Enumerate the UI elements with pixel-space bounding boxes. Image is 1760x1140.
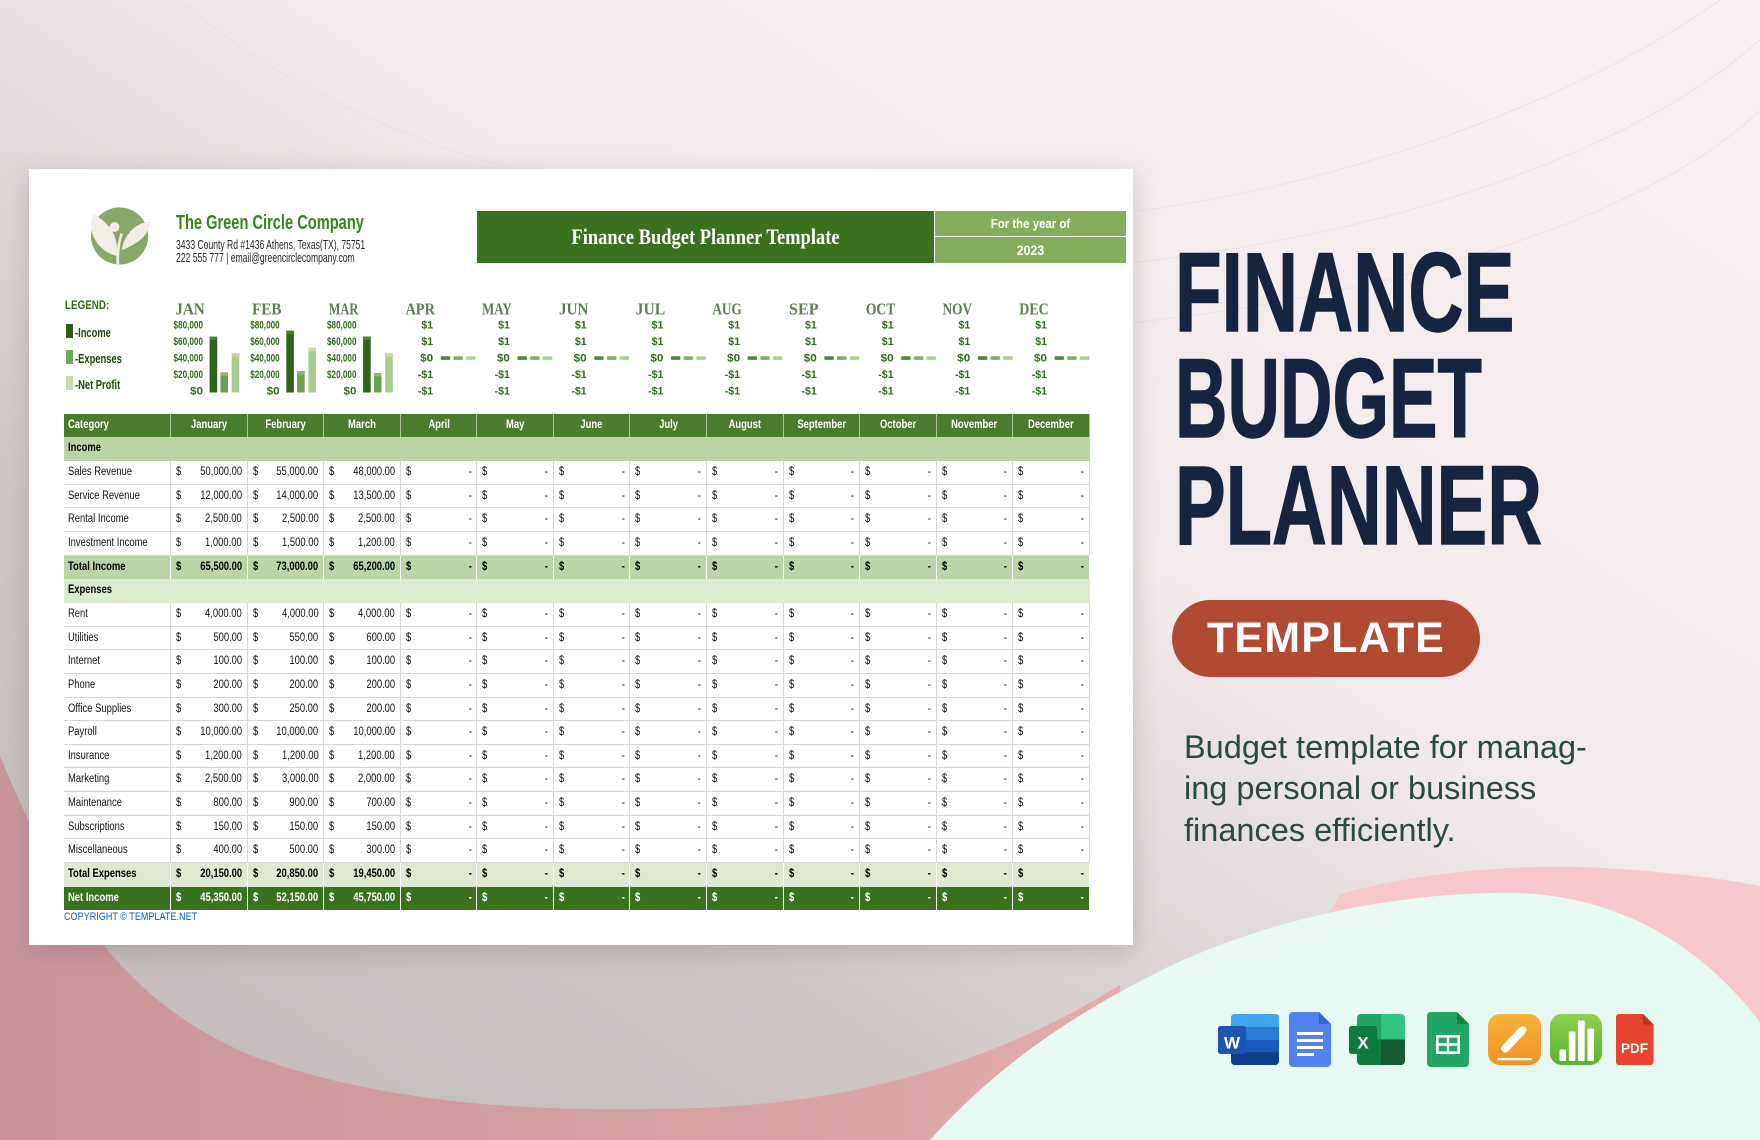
svg-text:-$1: -$1	[648, 386, 663, 398]
svg-text:AUG: AUG	[712, 299, 742, 318]
svg-text:JUN: JUN	[559, 299, 589, 318]
svg-text:$0: $0	[420, 353, 433, 365]
svg-text:-$1: -$1	[495, 369, 510, 381]
svg-text:-$1: -$1	[955, 386, 970, 398]
svg-text:$80,000: $80,000	[250, 320, 280, 332]
svg-text:$80,000: $80,000	[327, 320, 357, 332]
svg-text:$0: $0	[727, 353, 740, 365]
svg-text:$1: $1	[805, 336, 817, 348]
svg-text:$0: $0	[344, 386, 357, 398]
svg-text:SEP: SEP	[789, 299, 819, 318]
svg-text:-$1: -$1	[725, 386, 740, 398]
svg-text:$20,000: $20,000	[174, 369, 204, 381]
svg-text:$1: $1	[575, 336, 587, 348]
svg-text:-$1: -$1	[648, 369, 663, 381]
svg-text:W: W	[1224, 1034, 1241, 1053]
svg-text:$1: $1	[421, 336, 433, 348]
svg-text:$0: $0	[497, 353, 510, 365]
svg-text:$0: $0	[574, 353, 587, 365]
svg-text:FEB: FEB	[252, 299, 282, 318]
svg-text:-$1: -$1	[495, 386, 510, 398]
svg-text:-$1: -$1	[1032, 386, 1047, 398]
svg-text:OCT: OCT	[866, 299, 896, 318]
svg-text:$1: $1	[882, 336, 894, 348]
svg-text:-$1: -$1	[878, 386, 893, 398]
svg-text:-$1: -$1	[955, 369, 970, 381]
svg-text:JUL: JUL	[636, 299, 666, 318]
svg-text:$1: $1	[959, 320, 971, 332]
svg-text:$1: $1	[575, 320, 587, 332]
svg-text:$20,000: $20,000	[327, 369, 357, 381]
svg-text:$1: $1	[728, 336, 740, 348]
svg-text:$1: $1	[652, 320, 664, 332]
svg-text:$1: $1	[652, 336, 664, 348]
svg-text:$1: $1	[728, 320, 740, 332]
svg-text:-$1: -$1	[725, 369, 740, 381]
svg-text:-$1: -$1	[418, 386, 433, 398]
svg-text:$1: $1	[498, 320, 510, 332]
svg-text:$1: $1	[1035, 336, 1047, 348]
svg-text:$0: $0	[804, 353, 817, 365]
svg-text:NOV: NOV	[943, 299, 973, 318]
svg-text:$80,000: $80,000	[174, 320, 204, 332]
svg-text:-$1: -$1	[801, 369, 816, 381]
svg-text:$40,000: $40,000	[327, 353, 357, 365]
svg-text:$1: $1	[805, 320, 817, 332]
svg-text:$1: $1	[421, 320, 433, 332]
svg-text:$0: $0	[957, 353, 970, 365]
svg-text:$0: $0	[650, 353, 663, 365]
svg-text:$0: $0	[190, 386, 203, 398]
svg-text:$60,000: $60,000	[174, 336, 204, 348]
svg-text:$40,000: $40,000	[174, 353, 204, 365]
svg-text:PDF: PDF	[1621, 1041, 1648, 1056]
svg-text:-$1: -$1	[571, 369, 586, 381]
svg-text:$1: $1	[1035, 320, 1047, 332]
svg-text:$60,000: $60,000	[250, 336, 280, 348]
svg-text:JAN: JAN	[175, 299, 205, 318]
svg-text:-$1: -$1	[878, 369, 893, 381]
svg-text:DEC: DEC	[1019, 299, 1049, 318]
svg-text:$1: $1	[498, 336, 510, 348]
svg-text:APR: APR	[405, 299, 435, 318]
svg-text:$0: $0	[267, 386, 280, 398]
svg-text:MAR: MAR	[329, 299, 359, 318]
svg-text:-$1: -$1	[418, 369, 433, 381]
svg-text:$40,000: $40,000	[250, 353, 280, 365]
svg-text:$0: $0	[881, 353, 894, 365]
svg-text:$0: $0	[1034, 353, 1047, 365]
svg-text:X: X	[1357, 1034, 1369, 1053]
svg-text:-$1: -$1	[801, 386, 816, 398]
svg-text:$1: $1	[882, 320, 894, 332]
svg-text:$60,000: $60,000	[327, 336, 357, 348]
svg-text:$1: $1	[959, 336, 971, 348]
svg-text:-$1: -$1	[571, 386, 586, 398]
svg-text:MAY: MAY	[482, 299, 512, 318]
svg-text:-$1: -$1	[1032, 369, 1047, 381]
svg-text:$20,000: $20,000	[250, 369, 280, 381]
